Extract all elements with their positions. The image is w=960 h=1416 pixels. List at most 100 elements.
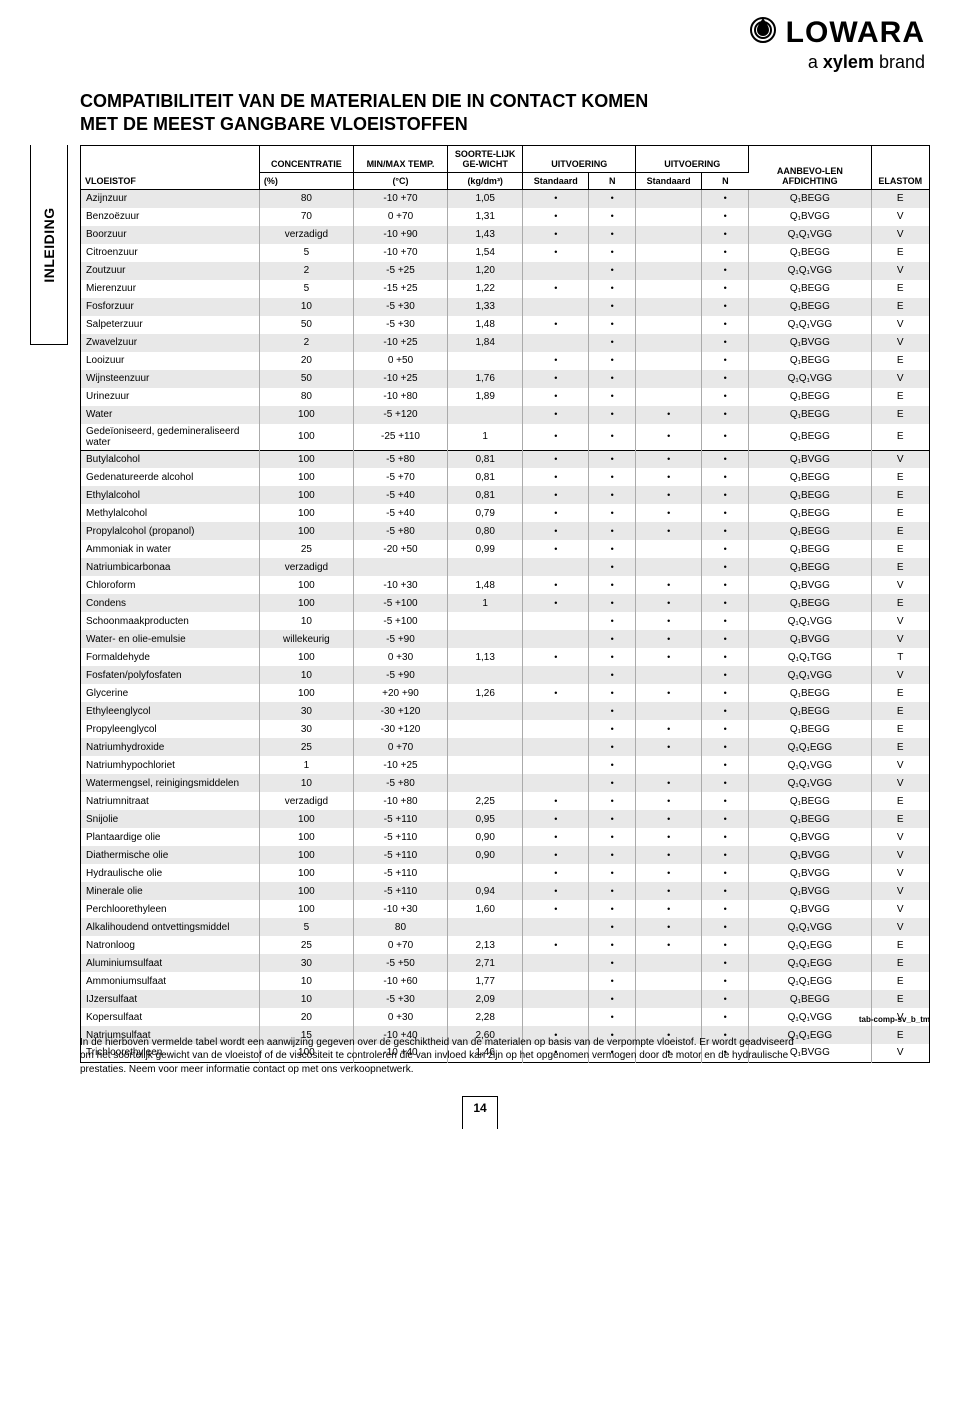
table-row: Mierenzuur5-15 +251,22•••Q₁BEGGE xyxy=(81,280,930,298)
cell: -5 +110 xyxy=(353,810,447,828)
cell: Q₁Q₁VGG xyxy=(749,1008,871,1026)
cell: • xyxy=(589,190,636,208)
cell: E xyxy=(871,190,929,208)
cell: • xyxy=(589,990,636,1008)
cell: V xyxy=(871,774,929,792)
table-row: Benzoëzuur700 +701,31•••Q₁BVGGV xyxy=(81,208,930,226)
cell: • xyxy=(702,774,749,792)
cell: • xyxy=(636,450,702,468)
cell: • xyxy=(523,864,589,882)
cell-name: Chloroform xyxy=(81,576,260,594)
cell: 50 xyxy=(259,370,353,388)
cell: V xyxy=(871,334,929,352)
table-row: Zoutzuur2-5 +251,20••Q₁Q₁VGGV xyxy=(81,262,930,280)
cell xyxy=(523,558,589,576)
cell: E xyxy=(871,406,929,424)
cell: Q₁Q₁VGG xyxy=(749,262,871,280)
cell: 100 xyxy=(259,882,353,900)
cell: 5 xyxy=(259,918,353,936)
cell: Q₁BVGG xyxy=(749,828,871,846)
cell: Q₁BVGG xyxy=(749,882,871,900)
cell: • xyxy=(523,370,589,388)
cell: 2 xyxy=(259,262,353,280)
cell xyxy=(636,1008,702,1026)
cell: 2,13 xyxy=(448,936,523,954)
cell: V xyxy=(871,864,929,882)
cell: 1,76 xyxy=(448,370,523,388)
cell: -5 +30 xyxy=(353,316,447,334)
cell-name: Fosfaten/polyfosfaten xyxy=(81,666,260,684)
cell: 100 xyxy=(259,900,353,918)
cell: verzadigd xyxy=(259,792,353,810)
cell: -5 +90 xyxy=(353,666,447,684)
cell: Q₁BVGG xyxy=(749,576,871,594)
cell-name: Minerale olie xyxy=(81,882,260,900)
cell xyxy=(636,316,702,334)
cell xyxy=(448,558,523,576)
cell: • xyxy=(702,352,749,370)
cell: -10 +25 xyxy=(353,756,447,774)
cell: • xyxy=(589,594,636,612)
cell: • xyxy=(523,450,589,468)
cell: 5 xyxy=(259,244,353,262)
cell: -20 +50 xyxy=(353,540,447,558)
cell: -10 +90 xyxy=(353,226,447,244)
cell-name: Alkalihoudend ontvettingsmiddel xyxy=(81,918,260,936)
cell: • xyxy=(523,792,589,810)
cell: • xyxy=(702,972,749,990)
cell: • xyxy=(589,720,636,738)
table-row: Zwavelzuur2-10 +251,84••Q₁BVGGV xyxy=(81,334,930,352)
table-row: Butylalcohol100-5 +800,81••••Q₁BVGGV xyxy=(81,450,930,468)
cell-name: Natriumbicarbonaa xyxy=(81,558,260,576)
cell: • xyxy=(523,594,589,612)
cell xyxy=(448,738,523,756)
cell: Q₁Q₁VGG xyxy=(749,918,871,936)
th-n1: N xyxy=(589,173,636,190)
cell: Q₁BEGG xyxy=(749,810,871,828)
cell xyxy=(636,666,702,684)
cell: • xyxy=(523,424,589,451)
cell: • xyxy=(523,810,589,828)
cell xyxy=(523,334,589,352)
cell xyxy=(448,352,523,370)
cell: • xyxy=(523,648,589,666)
cell: 10 xyxy=(259,972,353,990)
cell: 1,48 xyxy=(448,576,523,594)
cell: • xyxy=(589,468,636,486)
cell: 25 xyxy=(259,936,353,954)
cell-name: Schoonmaakproducten xyxy=(81,612,260,630)
cell-name: Azijnzuur xyxy=(81,190,260,208)
cell: -5 +80 xyxy=(353,450,447,468)
cell: 1,60 xyxy=(448,900,523,918)
cell: 0,90 xyxy=(448,828,523,846)
cell: Q₁BEGG xyxy=(749,504,871,522)
cell: Q₁Q₁VGG xyxy=(749,226,871,244)
cell: • xyxy=(702,720,749,738)
cell: • xyxy=(589,316,636,334)
cell: • xyxy=(636,936,702,954)
table-row: Boorzuurverzadigd-10 +901,43•••Q₁Q₁VGGV xyxy=(81,226,930,244)
cell: -10 +30 xyxy=(353,576,447,594)
cell: 1,84 xyxy=(448,334,523,352)
cell: 10 xyxy=(259,990,353,1008)
cell: E xyxy=(871,280,929,298)
cell: 20 xyxy=(259,352,353,370)
cell: E xyxy=(871,540,929,558)
th-dens-top: SOORTE-LIJK GE-WICHT xyxy=(448,146,523,173)
cell: Q₁Q₁VGG xyxy=(749,316,871,334)
cell xyxy=(523,262,589,280)
cell-name: Ammoniumsulfaat xyxy=(81,972,260,990)
cell xyxy=(636,244,702,262)
cell xyxy=(636,190,702,208)
cell: • xyxy=(702,208,749,226)
cell: 80 xyxy=(259,388,353,406)
cell: E xyxy=(871,468,929,486)
cell: willekeurig xyxy=(259,630,353,648)
cell xyxy=(636,972,702,990)
main-row: INLEIDING VLOEISTOF CONCENTRATIE MIN/MAX… xyxy=(30,145,930,1063)
cell-name: Zwavelzuur xyxy=(81,334,260,352)
cell: Q₁BEGG xyxy=(749,558,871,576)
cell: Q₁BVGG xyxy=(749,208,871,226)
cell xyxy=(636,954,702,972)
cell: • xyxy=(702,684,749,702)
